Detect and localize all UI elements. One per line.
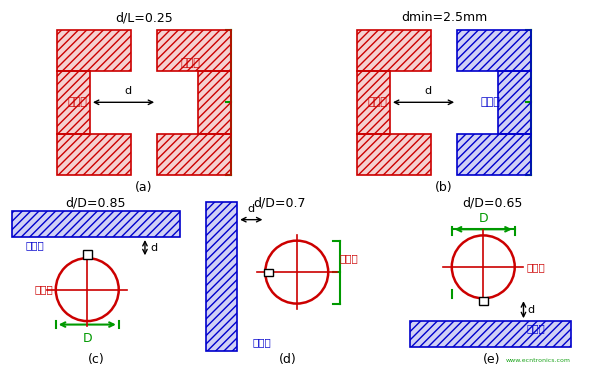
Text: d/L=0.25: d/L=0.25 [115,11,173,24]
Bar [198,71,232,134]
Bar [479,296,488,305]
Bar [206,202,237,351]
Text: d: d [125,86,132,96]
Text: d: d [425,86,432,96]
Bar [410,321,571,347]
Bar [457,30,532,71]
Text: 热表面: 热表面 [181,58,200,68]
Bar [56,71,90,134]
Text: d/D=0.65: d/D=0.65 [462,197,522,210]
Bar [12,211,180,237]
Text: d: d [150,243,157,253]
Bar [265,269,273,276]
Bar [457,134,532,175]
Text: d: d [248,205,255,214]
Bar [83,250,92,259]
Bar [356,134,431,175]
Bar [356,71,390,134]
Text: www.ecntronics.com: www.ecntronics.com [506,358,571,363]
Bar [356,30,431,71]
Bar [457,30,532,71]
Text: D: D [82,331,92,344]
Text: 冷表面: 冷表面 [526,323,545,333]
Bar [56,30,131,71]
Text: (c): (c) [88,353,104,366]
Bar [157,134,232,175]
Bar [56,134,131,175]
Bar [206,202,237,351]
Bar [410,321,571,347]
Bar [157,134,232,175]
Bar [12,211,180,237]
Text: D: D [478,212,488,225]
Text: (e): (e) [483,353,501,366]
Text: d/D=0.7: d/D=0.7 [253,197,305,210]
Text: 热表面: 热表面 [367,97,387,107]
Text: d/D=0.85: d/D=0.85 [66,197,126,210]
Bar [356,71,390,134]
Bar [56,71,90,134]
Text: 热表面: 热表面 [527,262,546,272]
Text: (b): (b) [435,182,453,194]
Text: 热表面: 热表面 [340,253,359,263]
Bar [56,134,131,175]
Bar [498,71,532,134]
Bar [198,71,232,134]
Bar [157,30,232,71]
Text: 热表面: 热表面 [34,285,53,295]
Text: 冷表面: 冷表面 [25,241,44,251]
Text: dmin=2.5mm: dmin=2.5mm [401,11,487,24]
Bar [457,134,532,175]
Text: (d): (d) [279,353,297,366]
Bar [157,30,232,71]
Text: d: d [527,305,534,315]
Text: 冷表面: 冷表面 [481,97,500,107]
Bar [356,30,431,71]
Text: 热表面: 热表面 [67,97,87,107]
Text: (a): (a) [135,182,153,194]
Bar [56,30,131,71]
Text: 冷表面: 冷表面 [253,337,271,347]
Bar [356,134,431,175]
Bar [498,71,532,134]
